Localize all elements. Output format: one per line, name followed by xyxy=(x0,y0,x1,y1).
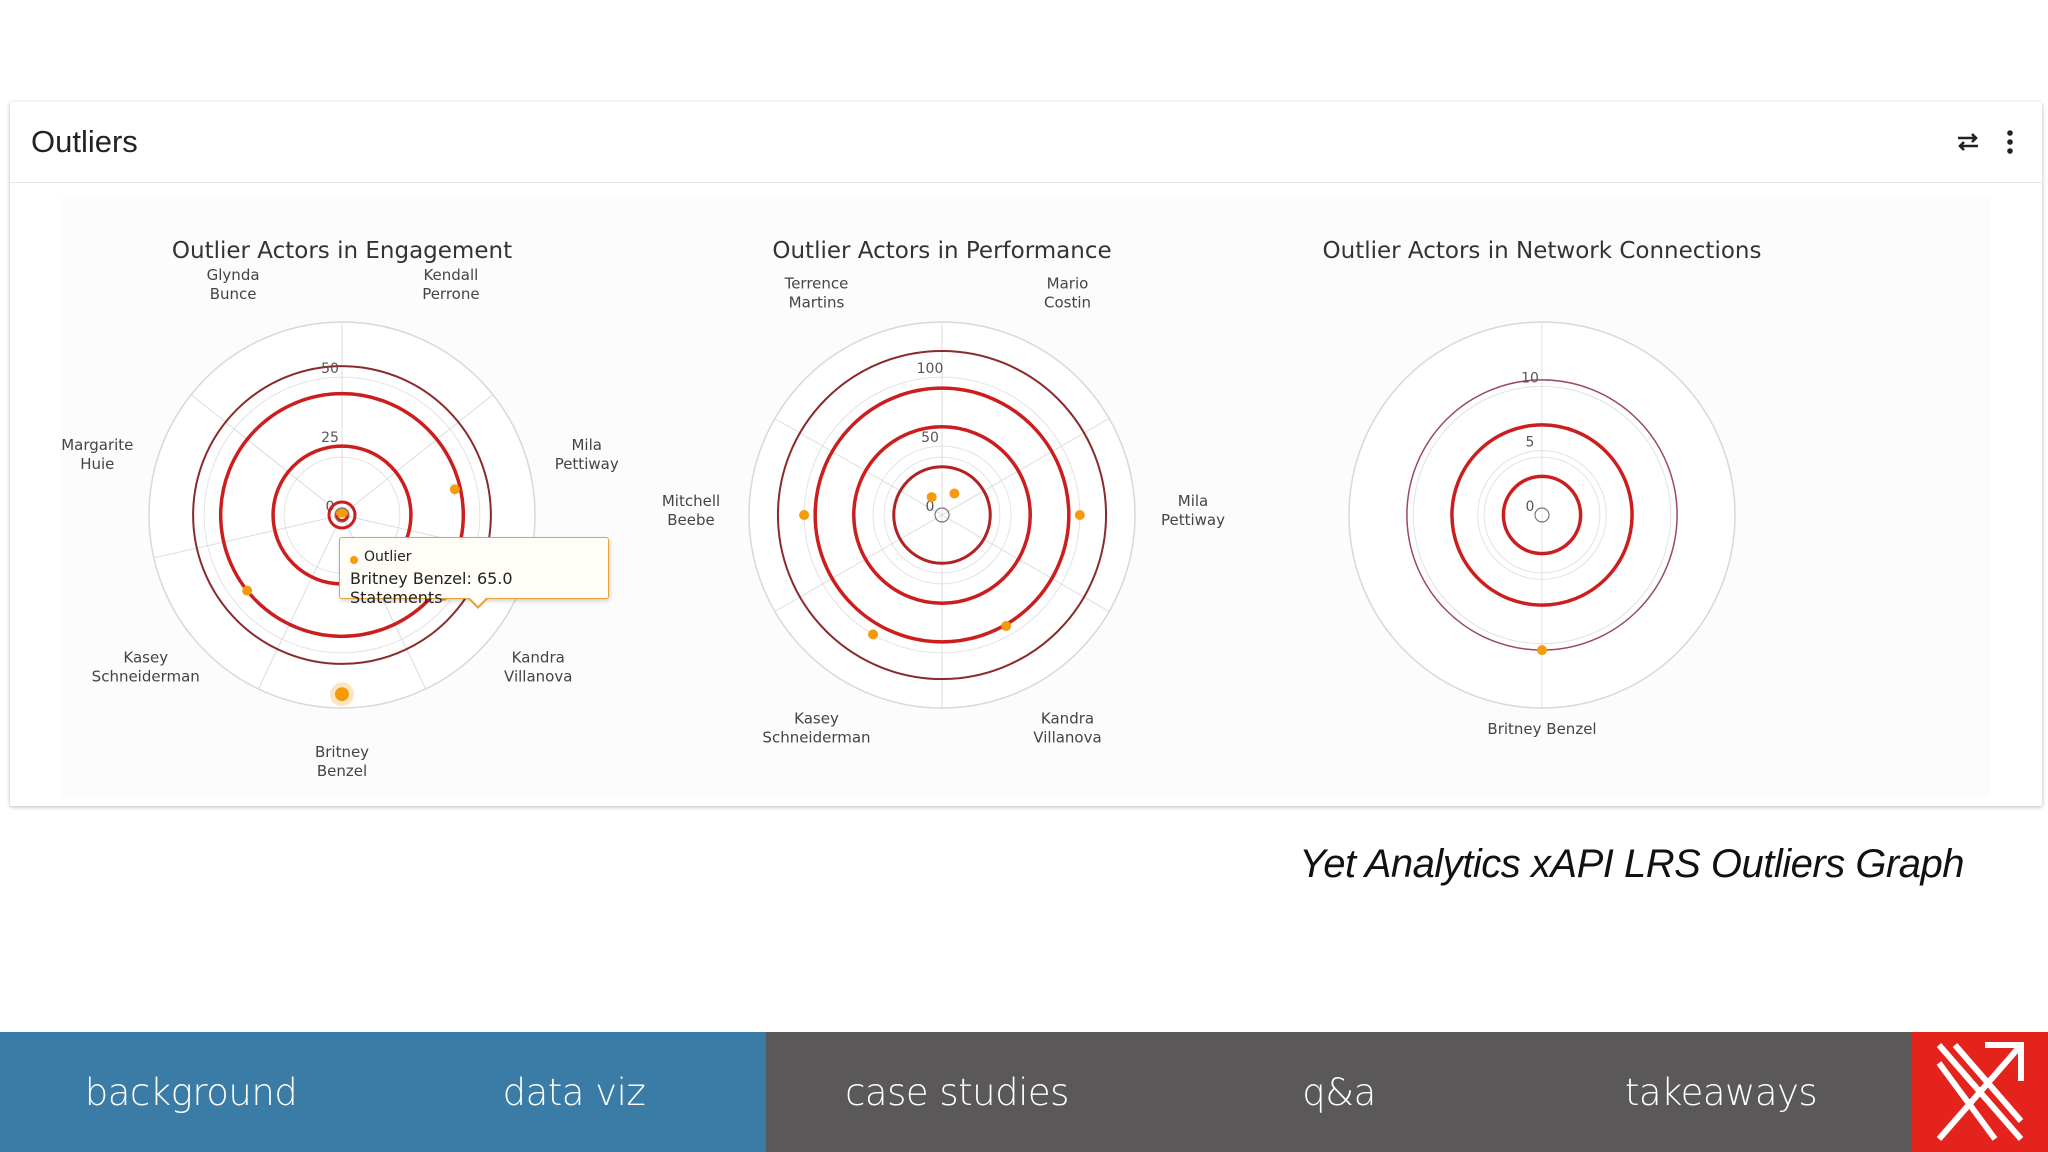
nav-item-qa[interactable]: q&a xyxy=(1148,1032,1530,1152)
data-point-kandra-villanova xyxy=(1001,621,1012,632)
threshold-ring xyxy=(813,386,1071,644)
category-label-glynda-bunce: Glynda Bunce xyxy=(207,266,260,303)
category-label-kendall-perrone: Kendall Perrone xyxy=(422,266,479,303)
slide-nav-bar: background data viz case studies q&a tak… xyxy=(0,1032,2048,1152)
tick-label: 0 xyxy=(1526,499,1535,515)
chart-title: Outlier Actors in Network Connections xyxy=(1323,238,1762,264)
center-threshold-ring xyxy=(327,500,357,530)
nav-item-background[interactable]: background xyxy=(0,1032,382,1152)
category-label-kasey-schneiderman: Kasey Schneiderman xyxy=(762,709,870,746)
center-marker xyxy=(934,507,950,523)
threshold-ring xyxy=(852,425,1032,605)
chart-tooltip: Outlier Britney Benzel: 65.0 Statements xyxy=(339,537,609,609)
spoke-line xyxy=(774,514,943,612)
category-label-kasey-schneiderman: Kasey Schneiderman xyxy=(92,648,200,685)
data-point-mila-pettiway xyxy=(449,484,460,495)
tick-label: 100 xyxy=(917,361,944,377)
data-point-kasey-schneiderman xyxy=(242,585,253,596)
spoke-line xyxy=(153,514,343,559)
nav-item-takeaways[interactable]: takeaways xyxy=(1530,1032,1912,1152)
engagement-chart: Outlier Actors in Engagement02550Kendall… xyxy=(61,238,619,780)
category-label-kandra-villanova: Kandra Villanova xyxy=(504,648,572,685)
data-point-britney-benzel xyxy=(1537,645,1547,656)
spoke-line xyxy=(774,418,943,516)
spoke-line xyxy=(341,394,494,516)
data-point-kasey-schneiderman xyxy=(868,629,879,640)
center-marker xyxy=(334,507,350,523)
threshold-ring xyxy=(892,465,992,565)
threshold-ring xyxy=(1450,423,1634,607)
threshold-ring xyxy=(776,349,1108,681)
tick-label: 50 xyxy=(921,430,939,446)
tick-label: 5 xyxy=(1526,435,1535,451)
data-point-mitchell-beebe xyxy=(799,510,810,520)
more-vertical-icon[interactable] xyxy=(1994,126,2026,158)
tooltip-value: Britney Benzel: 65.0 Statements xyxy=(350,569,513,607)
tooltip-series-dot xyxy=(350,556,358,564)
spoke-line xyxy=(941,514,1110,612)
tick-label: 50 xyxy=(321,361,339,377)
nav-item-data-viz[interactable]: data viz xyxy=(382,1032,766,1152)
chart-title: Outlier Actors in Performance xyxy=(772,238,1111,264)
category-label-mario-costin: Mario Costin xyxy=(1044,275,1091,312)
panel-header: Outliers xyxy=(10,102,2042,183)
performance-chart: Outlier Actors in Performance 0 50 100 Mario… xyxy=(662,238,1225,746)
category-label-margarite-huie: Margarite Huie xyxy=(61,436,133,473)
category-label-kandra-villanova: Kandra Villanova xyxy=(1033,709,1101,746)
chart-title: Outlier Actors in Engagement xyxy=(172,238,512,264)
data-point-britney-benzel xyxy=(335,687,349,702)
yet-analytics-logo-icon xyxy=(1912,1032,2048,1152)
category-label-mila-pettiway: Mila Pettiway xyxy=(555,436,619,473)
tick-label: 25 xyxy=(321,430,339,446)
data-point-mila-pettiway xyxy=(1074,510,1085,520)
nav-item-case-studies[interactable]: case studies xyxy=(766,1032,1148,1152)
category-label-terrence-martins: Terrence Martins xyxy=(784,275,849,312)
category-label-mitchell-beebe: Mitchell Beebe xyxy=(662,492,720,529)
data-point-kendall-perrone xyxy=(338,507,349,518)
slide-caption: Yet Analytics xAPI LRS Outliers Graph xyxy=(1299,842,1964,886)
tick-label: 0 xyxy=(926,499,935,515)
threshold-ring xyxy=(192,365,492,665)
threshold-ring xyxy=(1501,474,1583,556)
tooltip-series-name: Outlier xyxy=(364,549,412,565)
data-point-mario-costin xyxy=(949,488,960,499)
swap-arrows-icon[interactable] xyxy=(1952,126,1984,158)
spoke-line xyxy=(190,394,343,516)
panel-title: Outliers xyxy=(31,124,138,159)
category-label-britney-benzel: Britney Benzel xyxy=(315,743,369,780)
data-point-terrence-martins xyxy=(926,492,937,503)
tick-label: 10 xyxy=(1521,370,1539,386)
category-label-mila-pettiway: Mila Pettiway xyxy=(1161,492,1225,529)
spoke-line xyxy=(257,514,343,690)
spoke-line xyxy=(941,418,1110,516)
threshold-ring xyxy=(218,391,466,639)
category-label-britney-benzel: Britney Benzel xyxy=(1487,720,1596,738)
center-marker xyxy=(1534,507,1550,523)
network-connections-chart: Outlier Actors in Network Connections 0 5 1… xyxy=(1323,238,1762,738)
